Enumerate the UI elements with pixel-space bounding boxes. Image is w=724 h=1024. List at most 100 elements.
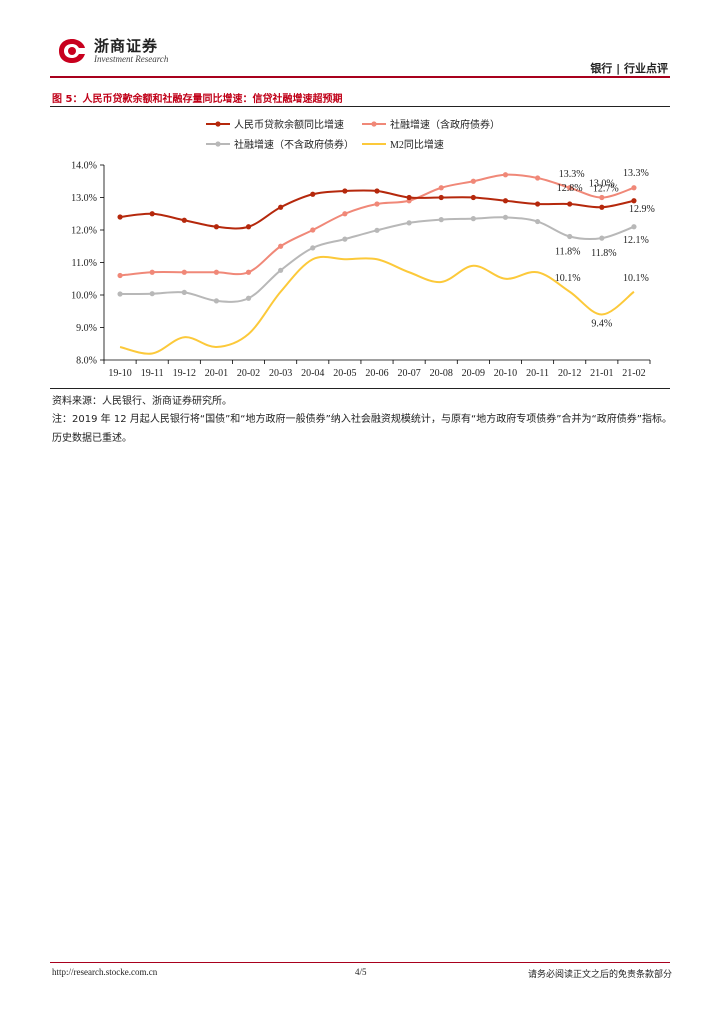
series-point-0 (438, 194, 444, 201)
series-point-2 (502, 214, 509, 220)
data-label: 12.9% (629, 204, 655, 215)
chart-axes: 8.0% 9.0% 10.0% 11.0% 12.0% 13.0% 14.0% 19-10 19… (71, 161, 651, 379)
series-point-0 (149, 211, 155, 217)
x-tick-label: 20-07 (397, 368, 420, 379)
y-tick-label: 9.0% (76, 323, 97, 334)
x-tick-label: 20-11 (526, 368, 549, 379)
chart-data-labels: 12.8% 12.7% 12.9% 13.3% 13.0% 13.3% 11.8% 11.8%… (555, 168, 655, 330)
data-label: 11.8% (555, 247, 580, 258)
series-line-0 (119, 189, 635, 230)
data-label: 13.3% (623, 168, 649, 179)
y-tick-label: 13.0% (71, 193, 97, 204)
x-tick-label: 19-11 (141, 368, 164, 379)
x-tick-label: 21-01 (590, 368, 613, 379)
source-note: 资料来源：人民银行、浙商证券研究所。 (52, 396, 232, 407)
y-tick-label: 12.0% (71, 226, 97, 237)
data-label: 13.0% (589, 179, 615, 190)
series-point-1 (470, 178, 476, 184)
series-point-1 (374, 201, 380, 207)
x-tick-label: 20-12 (558, 368, 581, 379)
x-tick-label: 19-12 (173, 368, 196, 379)
series-point-0 (213, 224, 220, 230)
series-point-0 (599, 204, 605, 210)
legend-label: 社融增速（不含政府债券） (234, 138, 354, 151)
series-point-2 (278, 267, 284, 273)
series-point-0 (567, 201, 573, 207)
series-point-1 (310, 227, 316, 233)
series-point-0 (181, 217, 187, 223)
legend-marker-0 (215, 121, 221, 127)
figure-title: 图 5：人民币贷款余额和社融存量同比增速：信贷社融增速超预期 (52, 94, 343, 105)
chart-series (117, 172, 637, 355)
series-point-0 (631, 198, 637, 204)
data-label: 13.3% (559, 169, 585, 180)
data-label: 12.1% (623, 235, 649, 246)
series-point-1 (406, 198, 412, 204)
series-point-1 (213, 269, 220, 275)
figure-top-rule (50, 106, 670, 107)
x-tick-label: 20-05 (333, 368, 356, 379)
series-point-2 (149, 291, 155, 297)
footnote: 注：2019 年 12 月起人民银行将“国债”和“地方政府一般债券”纳入社会融资… (52, 414, 672, 444)
series-point-2 (245, 295, 252, 301)
chart-legend: 人民币贷款余额同比增速 社融增速（含政府债券） 社融增速（不含政府债券） M2同比增速 (206, 118, 500, 151)
series-point-0 (502, 198, 509, 204)
series-point-0 (117, 214, 123, 220)
series-point-1 (438, 185, 444, 191)
data-label: 11.8% (591, 248, 616, 259)
series-point-2 (310, 245, 316, 251)
x-tick-label: 20-04 (301, 368, 324, 379)
legend-marker-1 (371, 121, 377, 127)
series-point-2 (374, 227, 380, 233)
series-point-1 (278, 243, 284, 249)
x-tick-label: 19-10 (108, 368, 131, 379)
data-label: 12.8% (557, 183, 583, 194)
series-point-0 (342, 188, 348, 194)
series-point-2 (213, 298, 220, 304)
series-point-1 (534, 175, 541, 181)
report-logo: 浙商证券 Investment Research (56, 36, 168, 66)
header-rule (50, 76, 670, 78)
series-point-1 (245, 269, 252, 275)
series-line-2 (120, 216, 635, 303)
series-point-1 (567, 185, 573, 191)
legend-label: 人民币贷款余额同比增速 (234, 118, 344, 131)
series-point-0 (310, 191, 316, 197)
logo-en: Investment Research (94, 54, 169, 64)
y-tick-label: 14.0% (71, 161, 97, 172)
series-line-3 (119, 255, 635, 355)
series-point-2 (342, 236, 348, 242)
x-tick-label: 20-03 (269, 368, 292, 379)
legend-marker-2 (215, 141, 221, 147)
y-tick-label: 8.0% (76, 356, 97, 367)
series-point-1 (181, 269, 187, 275)
series-point-2 (599, 235, 605, 241)
x-tick-label: 20-06 (365, 368, 388, 379)
data-label: 12.7% (593, 183, 619, 194)
series-point-0 (470, 194, 476, 201)
series-point-0 (374, 188, 380, 194)
x-tick-label: 20-10 (494, 368, 517, 379)
legend-label: 社融增速（含政府债券） (390, 118, 500, 131)
series-point-0 (278, 204, 284, 210)
series-point-2 (406, 220, 412, 226)
x-tick-label: 20-01 (205, 368, 228, 379)
y-tick-label: 11.0% (72, 258, 97, 269)
series-point-0 (406, 194, 412, 201)
series-point-2 (438, 217, 444, 223)
series-point-2 (117, 291, 123, 297)
series-point-1 (117, 272, 123, 279)
x-tick-label: 20-02 (237, 368, 260, 379)
legend-label: M2同比增速 (390, 138, 444, 151)
series-point-2 (567, 233, 573, 240)
series-point-2 (631, 224, 637, 230)
series-point-1 (342, 211, 348, 217)
series-point-0 (534, 201, 541, 207)
logo-cn: 浙商证券 (94, 37, 159, 55)
figure-bottom-rule (50, 388, 670, 389)
footer-url[interactable]: http://research.stocke.com.cn (52, 967, 158, 977)
y-tick-label: 10.0% (71, 291, 97, 302)
x-tick-label: 20-09 (462, 368, 485, 379)
page-number: 4/5 (355, 967, 367, 977)
